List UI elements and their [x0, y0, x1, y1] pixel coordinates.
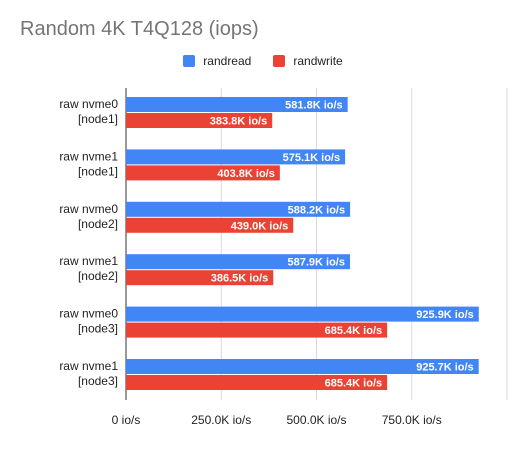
category-label: raw nvme1 [59, 254, 118, 268]
category-label: raw nvme0 [59, 97, 118, 111]
data-label-randwrite: 685.4K io/s [325, 378, 382, 390]
bar-randwrite [126, 375, 388, 390]
data-label-randread: 587.9K io/s [288, 257, 345, 269]
legend-item-randread: randread [183, 54, 251, 68]
bar-randwrite [126, 322, 388, 338]
bar-randwrite [126, 217, 294, 233]
bar-randread [126, 97, 348, 112]
legend-label-randwrite: randwrite [293, 54, 343, 68]
category-label: [node1] [78, 112, 118, 126]
bar-randread [126, 359, 479, 374]
x-tick-label: 750.0K io/s [382, 413, 442, 427]
category-label: [node2] [78, 217, 118, 231]
bar-randread [126, 201, 351, 217]
legend-label-randread: randread [203, 54, 252, 68]
data-label-randread: 581.8K io/s [285, 100, 342, 112]
category-label: raw nvme1 [59, 359, 118, 373]
data-label-randwrite: 403.8K io/s [217, 168, 274, 180]
bar-randwrite [126, 165, 280, 181]
category-label: [node2] [78, 269, 118, 283]
category-label: [node3] [78, 322, 118, 336]
category-label: raw nvme1 [59, 149, 118, 163]
data-label-randwrite: 383.8K io/s [210, 116, 267, 128]
bar-randread [126, 254, 350, 270]
category-label: [node3] [78, 374, 118, 388]
category-label: raw nvme0 [59, 202, 118, 216]
legend-item-randwrite: randwrite [273, 54, 343, 68]
data-label-randread: 925.9K io/s [416, 309, 473, 321]
data-label-randwrite: 386.5K io/s [211, 273, 268, 285]
data-label-randread: 575.1K io/s [283, 152, 340, 164]
category-label: [node1] [78, 164, 118, 178]
bar-randwrite [126, 270, 274, 286]
bar-randread [126, 149, 346, 165]
legend-swatch-randread [183, 55, 196, 67]
x-tick-label: 0 io/s [112, 413, 141, 427]
data-label-randwrite: 685.4K io/s [325, 325, 382, 337]
chart-title: Random 4K T4Q128 (iops) [20, 18, 259, 40]
category-label: raw nvme0 [59, 307, 118, 321]
data-label-randwrite: 439.0K io/s [231, 220, 288, 232]
legend-swatch-randwrite [273, 55, 286, 67]
bar-randread [126, 306, 479, 322]
data-label-randread: 588.2K io/s [288, 204, 345, 216]
x-tick-label: 250.0K io/s [191, 413, 251, 427]
x-tick-label: 500.0K io/s [286, 413, 346, 427]
bar-randwrite [126, 113, 273, 128]
data-label-randread: 925.7K io/s [416, 362, 473, 374]
legend: randread randwrite [0, 54, 526, 68]
